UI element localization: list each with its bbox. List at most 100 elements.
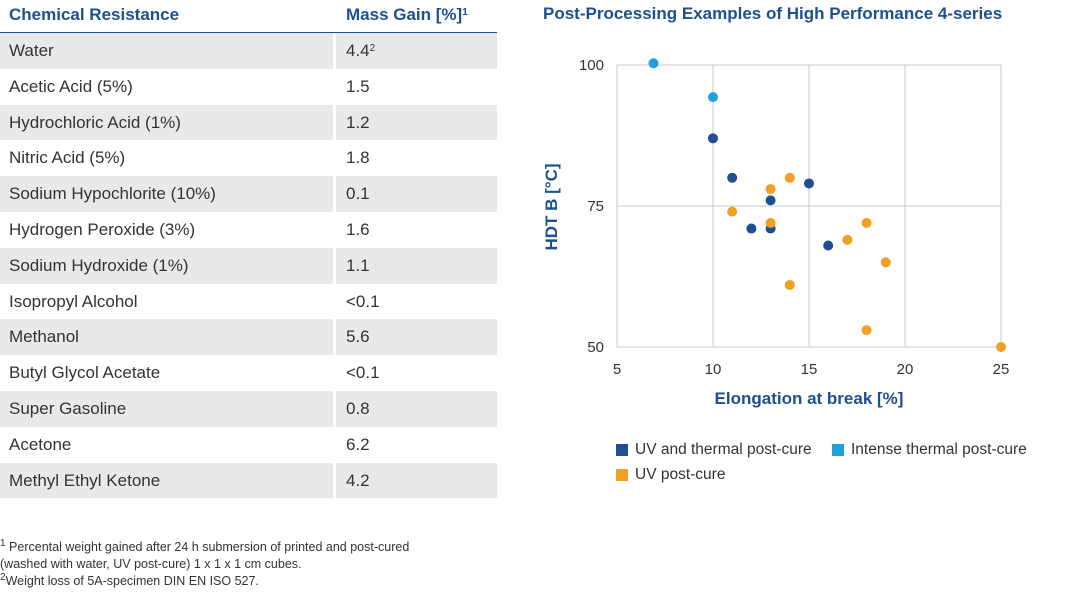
mass-gain-footnote-mark: 2: [369, 43, 376, 54]
table-row: Nitric Acid (5%) 1.8: [0, 140, 497, 176]
table-row: Sodium Hypochlorite (10%) 0.1: [0, 176, 497, 212]
mass-gain-value: 4.2: [346, 470, 370, 490]
x-tick-label: 5: [613, 361, 621, 378]
table-row: Water 4.42: [0, 33, 497, 69]
data-point: [842, 234, 853, 245]
legend-item: UV post-cure: [616, 466, 725, 484]
y-tick-label: 75: [587, 198, 604, 215]
table-body: Water 4.42 Acetic Acid (5%) 1.5 Hydrochloric…: [0, 33, 497, 499]
mass-gain-cell: 5.6: [336, 319, 497, 356]
chemical-name-cell: Sodium Hydroxide (1%): [0, 247, 333, 284]
mass-gain-cell: 4.2: [336, 462, 497, 499]
table-row: Isopropyl Alcohol <0.1: [0, 284, 497, 320]
table-row: Sodium Hydroxide (1%) 1.1: [0, 247, 497, 284]
data-point: [765, 195, 776, 206]
data-point: [708, 92, 718, 103]
data-point: [727, 206, 738, 217]
mass-gain-value: 1.2: [346, 112, 370, 132]
chemical-name-cell: Hydrochloric Acid (1%): [0, 104, 333, 141]
data-point: [823, 240, 834, 251]
legend-swatch: [832, 444, 844, 456]
legend-item: UV and thermal post-cure: [616, 441, 812, 459]
data-point: [804, 178, 814, 189]
header-mass-gain: Mass Gain [%]1: [336, 0, 497, 32]
data-point: [784, 172, 795, 183]
data-point: [765, 217, 776, 228]
data-point: [648, 58, 659, 69]
chemical-name-cell: Super Gasoline: [0, 390, 333, 427]
legend-swatch: [616, 444, 628, 456]
chemical-name-cell: Hydrogen Peroxide (3%): [9, 219, 196, 239]
chemical-name-cell: Sodium Hypochlorite (10%): [0, 176, 333, 212]
chemical-name-cell: Acetone: [9, 434, 72, 454]
mass-gain-cell: 0.8: [336, 390, 497, 427]
mass-gain-cell: 1.1: [336, 247, 497, 284]
footnote-1-mark: 1: [0, 538, 6, 549]
table-row: Hydrogen Peroxide (3%) 1.6: [0, 212, 497, 248]
mass-gain-value: 1.8: [346, 148, 370, 168]
data-point: [996, 342, 1006, 352]
mass-gain-value: 0.1: [346, 184, 370, 204]
chemical-name-cell: Acetic Acid (5%): [9, 76, 133, 96]
legend-label: UV and thermal post-cure: [635, 441, 812, 458]
table-row: Acetic Acid (5%) 1.5: [0, 69, 497, 105]
mass-gain-cell: 1.8: [336, 140, 497, 176]
x-tick-label: 15: [801, 361, 818, 378]
mass-gain-value: 4.4: [346, 41, 370, 60]
table-row: Acetone 6.2: [0, 427, 497, 463]
data-point: [708, 133, 718, 144]
table-row: Butyl Glycol Acetate <0.1: [0, 355, 497, 391]
mass-gain-value: 1.6: [346, 219, 370, 239]
header-footnote-mark: 1: [462, 7, 468, 18]
chemical-name-cell: Methyl Ethyl Ketone: [0, 462, 333, 499]
x-tick-label: 10: [705, 361, 722, 378]
data-point: [784, 279, 795, 290]
y-tick-label: 50: [587, 339, 604, 356]
chemical-name-cell: Methanol: [0, 319, 333, 356]
chart-title: Post-Processing Examples of High Perform…: [543, 4, 1003, 23]
mass-gain-value: 6.2: [346, 434, 370, 454]
data-point: [765, 184, 776, 195]
mass-gain-value: <0.1: [346, 291, 380, 311]
y-axis-label: HDT B [°C]: [542, 163, 561, 250]
mass-gain-value: 1.1: [346, 255, 370, 275]
mass-gain-cell: <0.1: [336, 284, 497, 320]
mass-gain-cell: 1.6: [336, 212, 497, 248]
mass-gain-cell: 1.2: [336, 104, 497, 141]
mass-gain-value: <0.1: [346, 363, 380, 383]
footnote-1: 1 Percental weight gained after 24 h sub…: [0, 539, 520, 556]
data-point: [880, 257, 891, 268]
header-chemical-resistance: Chemical Resistance: [9, 5, 180, 24]
mass-gain-value: 1.5: [346, 76, 370, 96]
legend-item: Intense thermal post-cure: [832, 441, 1027, 459]
data-point: [861, 325, 872, 336]
table-row: Methanol 5.6: [0, 319, 497, 356]
y-tick-label: 100: [579, 57, 604, 74]
legend-label: UV post-cure: [635, 466, 726, 483]
mass-gain-value: 0.8: [346, 398, 370, 418]
table-header-row: Chemical Resistance Mass Gain [%]1: [0, 0, 497, 33]
x-axis-label: Elongation at break [%]: [715, 389, 904, 408]
mass-gain-value: 5.6: [346, 327, 370, 347]
legend-label: Intense thermal post-cure: [851, 441, 1027, 458]
footnote-1-line-1: Percental weight gained after 24 h subme…: [9, 540, 410, 554]
table-row: Hydrochloric Acid (1%) 1.2: [0, 104, 497, 141]
chemical-name-cell: Butyl Glycol Acetate: [9, 363, 161, 383]
mass-gain-cell: <0.1: [336, 355, 497, 391]
mass-gain-cell: 4.42: [336, 33, 497, 69]
header-mass-gain-label: Mass Gain [%]: [346, 5, 463, 24]
table-row: Super Gasoline 0.8: [0, 390, 497, 427]
footnote-2-line-1: Weight loss of 5A-specimen DIN EN ISO 52…: [5, 574, 259, 588]
chemical-name-cell: Isopropyl Alcohol: [9, 291, 138, 311]
footnote-2: 2Weight loss of 5A-specimen DIN EN ISO 5…: [0, 573, 520, 590]
footnote-1-cont: (washed with water, UV post-cure) 1 x 1 …: [0, 557, 302, 571]
footnote-2-mark: 2: [0, 572, 6, 583]
legend-swatch: [616, 469, 628, 481]
mass-gain-cell: 1.5: [336, 69, 497, 105]
data-point: [727, 172, 738, 183]
chemical-name-cell: Nitric Acid (5%): [9, 148, 126, 168]
data-point: [746, 223, 757, 234]
chemical-resistance-table: Chemical Resistance Mass Gain [%]1 Water…: [0, 0, 497, 499]
data-point: [861, 217, 872, 228]
